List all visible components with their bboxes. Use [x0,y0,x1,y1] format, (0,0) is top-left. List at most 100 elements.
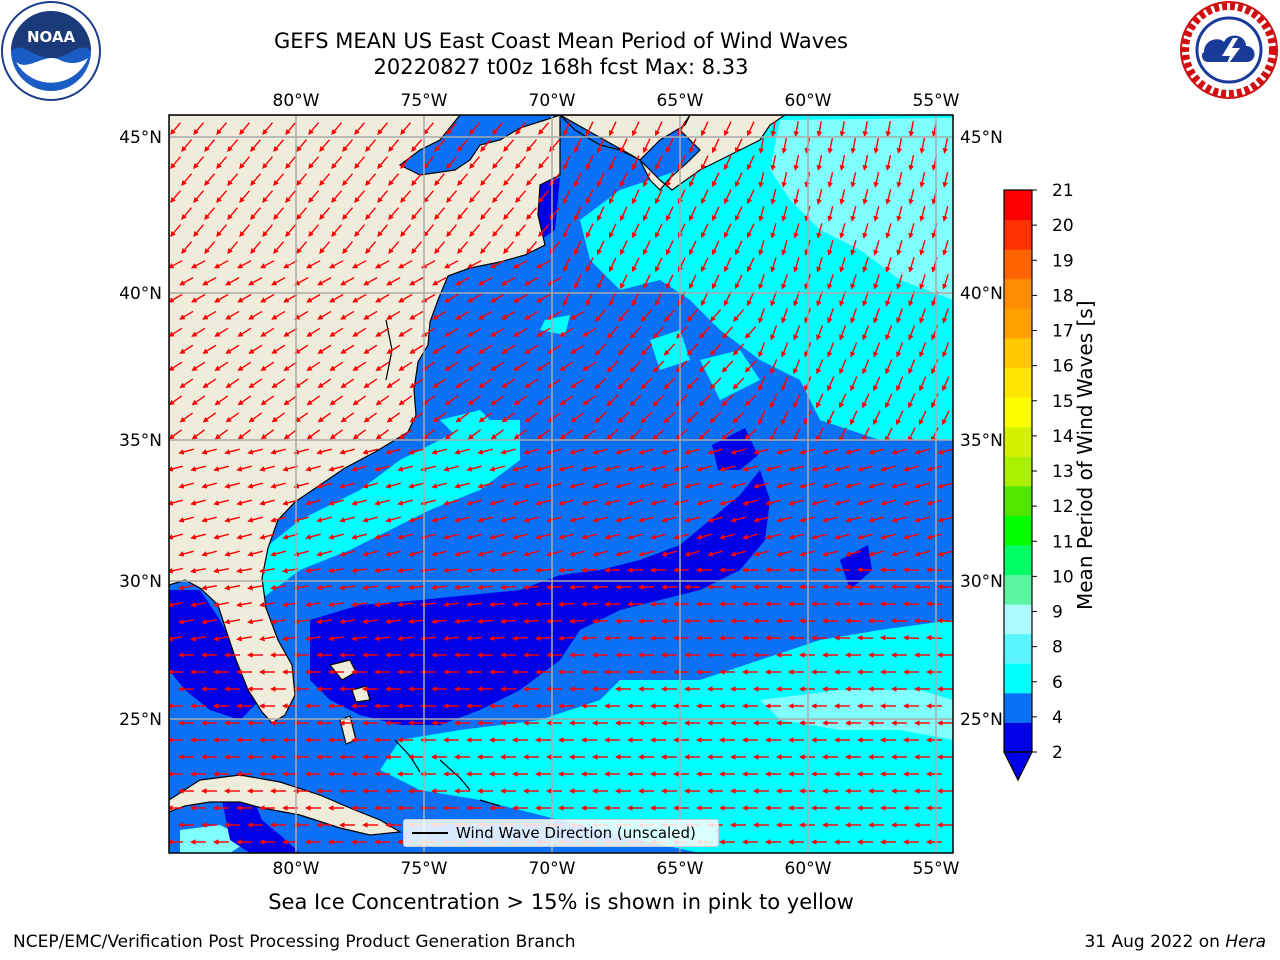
wave-direction-arrow [619,138,628,154]
wave-direction-arrow [908,359,916,375]
wave-direction-arrow [363,378,378,389]
wave-direction-arrow [686,377,699,390]
wave-direction-arrow [603,635,621,641]
wave-direction-arrow [896,172,903,188]
wave-direction-arrow [239,156,251,169]
wave-direction-arrow [896,308,904,324]
wave-direction-arrow [526,241,538,254]
lon-tick-label: 80°W [273,859,320,879]
wave-direction-arrow [711,172,720,188]
wave-direction-arrow [214,361,229,371]
wave-direction-arrow [629,326,642,339]
wave-direction-arrow [523,550,539,557]
wave-direction-arrow [490,293,505,303]
colorbar-segment [1004,633,1032,664]
wave-direction-arrow [512,465,528,472]
wave-direction-arrow [308,122,320,135]
wave-direction-arrow [490,429,505,440]
wave-direction-arrow [478,412,493,423]
wave-direction-arrow [317,412,332,423]
wave-direction-arrow [902,601,920,607]
wave-direction-arrow [178,448,194,455]
wave-direction-arrow [467,361,482,371]
wave-direction-arrow [328,260,344,269]
wave-direction-arrow [319,139,331,152]
wave-direction-arrow [627,499,643,506]
wave-direction-arrow [698,394,711,407]
wave-direction-arrow [250,139,262,152]
wave-direction-arrow [342,173,354,186]
wave-direction-arrow [608,257,617,273]
wave-direction-arrow [811,499,827,506]
wave-direction-arrow [776,516,792,523]
colorbar-segment [1004,456,1032,487]
wave-direction-arrow [698,360,711,373]
wave-direction-arrow [538,190,550,203]
wave-direction-arrow [665,240,674,256]
wave-direction-arrow [443,465,459,472]
wave-direction-arrow [352,327,367,337]
wave-direction-arrow [444,361,459,371]
wave-direction-arrow [850,308,858,324]
wave-direction-arrow [930,427,939,443]
wave-direction-arrow [400,224,412,237]
wave-direction-arrow [942,172,949,188]
lat-ticks-right: 45°N 40°N 35°N 30°N 25°N [960,128,1003,730]
wave-direction-arrow [316,482,332,489]
wave-direction-arrow [665,274,674,290]
wave-direction-arrow [490,361,505,371]
colorbar-segment [1004,249,1032,280]
wave-direction-arrow [545,618,563,625]
wave-direction-arrow [169,293,183,303]
wave-direction-arrow [490,395,505,406]
wave-direction-arrow [316,550,332,557]
colorbar-tick-label: 8 [1052,638,1063,658]
wave-direction-arrow [594,411,607,424]
wave-direction-arrow [434,173,446,186]
wave-direction-arrow [191,361,206,371]
wave-direction-arrow [374,465,390,472]
wave-direction-arrow [538,224,550,237]
wave-direction-arrow [271,344,286,354]
wave-direction-arrow [880,499,896,506]
wave-direction-arrow [559,395,574,406]
wave-direction-arrow [213,533,229,540]
wave-direction-arrow [202,276,217,286]
wave-direction-arrow [201,448,217,455]
wave-direction-arrow [305,260,321,269]
wave-direction-arrow [850,137,857,154]
wave-direction-arrow [331,122,343,135]
wave-direction-arrow [822,482,838,489]
wave-direction-arrow [283,293,298,303]
wave-direction-arrow [457,173,469,186]
wave-direction-arrow [501,310,516,320]
colorbar-segment [1004,219,1032,250]
wave-direction-arrow [455,412,470,423]
wave-direction-arrow [822,550,838,557]
wave-direction-arrow [513,293,528,303]
colorbar-segment [1004,190,1032,221]
wave-direction-arrow [285,156,297,169]
wave-direction-arrow [638,550,654,557]
wave-direction-arrow [908,223,915,239]
wave-direction-arrow [260,293,275,303]
wave-direction-arrow [478,344,493,354]
wave-direction-arrow [397,533,413,540]
wave-direction-arrow [201,516,217,523]
wave-direction-arrow [443,260,459,269]
wave-direction-arrow [331,224,343,237]
wave-direction-arrow [603,601,621,607]
wave-direction-arrow [193,190,205,203]
wave-direction-arrow [585,155,594,171]
sea-ice-note: Sea Ice Concentration > 15% is shown in … [268,890,854,914]
wave-direction-arrow [931,359,939,375]
wave-direction-arrow [570,412,585,423]
wave-direction-arrow [857,465,873,472]
wave-direction-arrow [770,120,777,137]
wave-direction-arrow [308,190,320,203]
wave-direction-arrow [179,378,194,389]
wave-direction-arrow [467,395,482,406]
wave-direction-arrow [746,291,755,307]
wave-direction-arrow [411,241,423,254]
wave-direction-arrow [216,190,228,203]
